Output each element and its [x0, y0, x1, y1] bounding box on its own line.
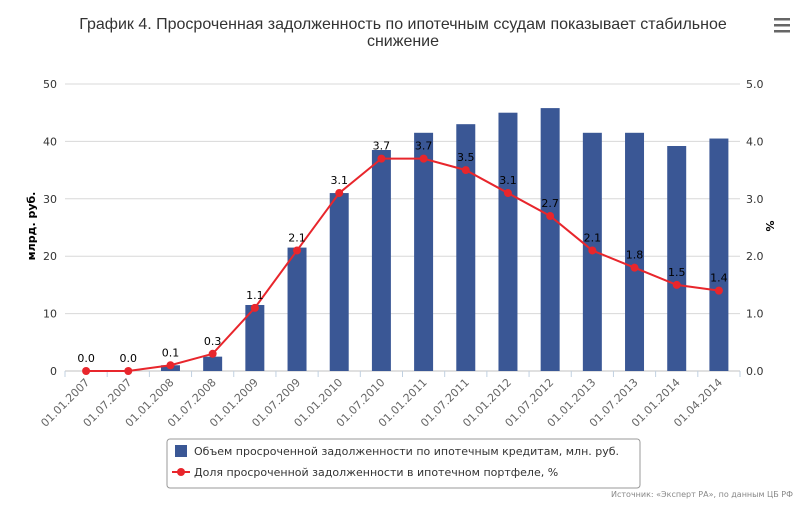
- bar: [667, 145, 687, 371]
- data-labels: 0.0 0.0 0.1 0.3 1.1 2.1 3.1 3.7 3.7 3.5 3.1 2.7 2.1 1…: [77, 140, 727, 365]
- y-right-tick-label: 0.0: [746, 365, 764, 378]
- line-data-label: 1.4: [710, 272, 728, 285]
- y-right-tick-label: 3.0: [746, 193, 764, 206]
- y-left-tick-label: 0: [50, 365, 57, 378]
- line-data-label: 3.5: [457, 151, 475, 164]
- y-left-tick-label: 50: [43, 78, 57, 91]
- hamburger-menu-icon[interactable]: [770, 14, 794, 36]
- bar: [540, 108, 560, 371]
- line-point: [419, 154, 428, 163]
- line-data-label: 3.7: [415, 140, 433, 153]
- line-point: [293, 246, 302, 255]
- line-point: [335, 189, 344, 198]
- line-data-label: 0.0: [120, 352, 138, 365]
- legend-line-label[interactable]: Доля просроченной задолженности в ипотеч…: [194, 466, 558, 479]
- bar: [329, 193, 349, 371]
- bar: [625, 132, 645, 371]
- line-point: [714, 286, 723, 295]
- y-left-tick-label: 30: [43, 193, 57, 206]
- y-left-tick-label: 40: [43, 135, 57, 148]
- y-right-tick-label: 1.0: [746, 308, 764, 321]
- y-right-tick-label: 2.0: [746, 250, 764, 263]
- line-data-label: 1.8: [626, 249, 644, 262]
- source-note: Источник: «Эксперт РА», по данным ЦБ РФ: [611, 490, 793, 499]
- line-points: [82, 154, 723, 375]
- line-point: [250, 303, 259, 312]
- line-data-label: 3.1: [330, 174, 348, 187]
- y-right-tick-label: 5.0: [746, 78, 764, 91]
- y-left-tick-label: 10: [43, 308, 57, 321]
- line-data-label: 2.1: [584, 231, 602, 244]
- y-axis-left-title: млрд. руб.: [25, 192, 38, 261]
- line-series: [86, 157, 720, 372]
- axis-labels: 010203040500.01.02.03.04.05.001.01.20070…: [38, 78, 763, 430]
- bar: [709, 138, 729, 371]
- bar: [287, 247, 307, 371]
- y-left-tick-label: 20: [43, 250, 57, 263]
- chart-title-line-1: График 4. Просроченная задолженность по …: [79, 16, 727, 33]
- chart-title-line-2: снижение: [367, 33, 439, 50]
- menu-bar: [774, 24, 790, 27]
- bar: [203, 356, 223, 371]
- line-point: [546, 212, 555, 221]
- line-data-label: 0.1: [162, 346, 180, 359]
- line-data-label: 2.1: [288, 231, 306, 244]
- bar: [245, 304, 265, 371]
- bar-series: [160, 108, 729, 372]
- line-data-label: 1.5: [668, 266, 686, 279]
- line-point: [672, 280, 681, 289]
- legend-line-marker[interactable]: [177, 468, 185, 476]
- legend-box: [166, 438, 641, 489]
- legend-bar-swatch[interactable]: [175, 445, 187, 457]
- line-point: [503, 189, 512, 198]
- bar: [456, 124, 476, 372]
- bar: [371, 150, 391, 371]
- line-point: [377, 154, 386, 163]
- line-point: [124, 367, 133, 375]
- legend: Объем просроченной задолженности по ипот…: [166, 438, 641, 489]
- bar: [498, 112, 518, 371]
- y-axis-right-title: %: [763, 220, 776, 231]
- line-data-label: 0.3: [204, 335, 222, 348]
- line-point: [461, 166, 470, 175]
- menu-bar: [774, 18, 790, 21]
- line-point: [588, 246, 597, 255]
- line-data-label: 1.1: [246, 289, 264, 302]
- line-point: [82, 367, 91, 375]
- line-point: [166, 361, 175, 370]
- line-data-label: 0.0: [77, 352, 95, 365]
- line-data-label: 3.1: [499, 174, 517, 187]
- line-point: [208, 349, 217, 358]
- line-data-label: 2.7: [541, 197, 559, 210]
- menu-bar: [774, 30, 790, 33]
- line-series-path: [86, 157, 720, 372]
- line-data-label: 3.7: [373, 140, 391, 153]
- legend-bar-label[interactable]: Объем просроченной задолженности по ипот…: [194, 445, 619, 458]
- line-point: [630, 263, 639, 272]
- y-right-tick-label: 4.0: [746, 135, 764, 148]
- bar: [414, 132, 434, 371]
